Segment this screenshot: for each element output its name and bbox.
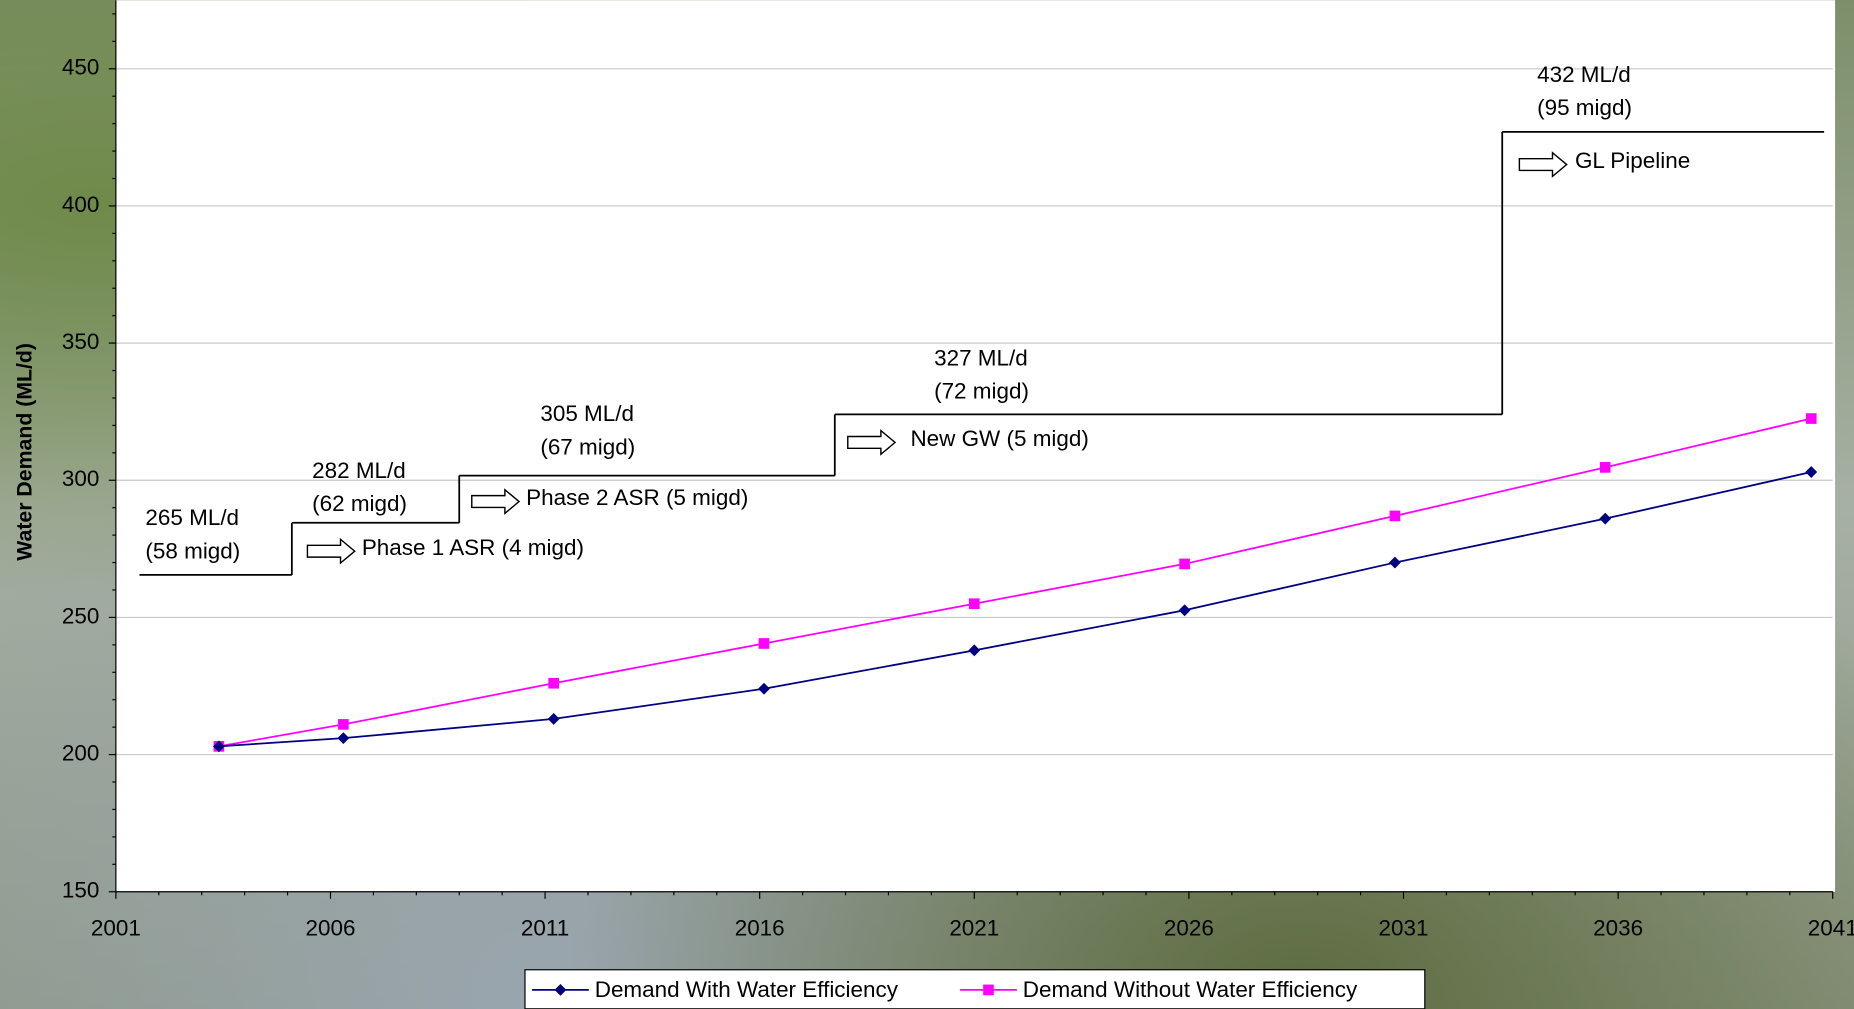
x-tick-label: 2031 (1379, 916, 1429, 941)
point (1599, 462, 1611, 473)
point (1389, 510, 1401, 522)
y-tick-label: 350 (62, 329, 99, 354)
capacity-label: 282 ML/d (312, 458, 406, 483)
plot-area (115, 0, 1836, 892)
point (758, 682, 770, 695)
point (1805, 413, 1817, 424)
capacity-label: (67 migd) (540, 434, 635, 459)
x-tick-label: 2006 (306, 916, 356, 941)
point (1805, 466, 1818, 478)
point (338, 719, 349, 730)
point (1599, 512, 1612, 525)
capacity-label: 265 ML/d (145, 505, 239, 530)
event-label: Phase 1 ASR (4 migd) (362, 535, 584, 560)
x-tick-label: 2026 (1164, 916, 1214, 941)
x-tick-label: 2001 (91, 916, 141, 941)
x-tick-label: 2016 (735, 916, 785, 941)
capacity-label: (72 migd) (934, 379, 1029, 404)
y-tick-label: 450 (62, 55, 99, 80)
capacity-label: (62 migd) (312, 491, 407, 516)
x-tick-label: 2011 (521, 916, 569, 941)
y-axis-label: Water Demand (ML/d) (13, 343, 37, 561)
point (968, 598, 980, 610)
event-label: Phase 2 ASR (5 migd) (526, 485, 748, 510)
event-arrow (847, 429, 897, 456)
point (1178, 604, 1191, 617)
legend-marker (983, 984, 994, 996)
point (758, 638, 770, 649)
event-label: New GW (5 migd) (910, 426, 1088, 451)
event-arrow (471, 488, 521, 515)
legend-label: Demand Without Water Efficiency (1023, 977, 1358, 1002)
capacity-label: 327 ML/d (934, 346, 1028, 371)
y-tick-label: 300 (62, 466, 99, 491)
point (547, 713, 560, 725)
point (212, 740, 225, 753)
point (548, 677, 559, 689)
x-tick-label: 2021 (949, 916, 999, 941)
x-tick-label: 2036 (1593, 916, 1643, 941)
legend-label: Demand With Water Efficiency (595, 977, 899, 1002)
point (337, 732, 350, 745)
event-label: GL Pipeline (1575, 148, 1690, 173)
point (968, 644, 981, 657)
capacity-label: (58 migd) (145, 538, 240, 563)
y-tick-label: 250 (62, 603, 99, 628)
point (1179, 558, 1190, 570)
capacity-label: (95 migd) (1537, 95, 1632, 120)
event-arrow (1518, 151, 1568, 178)
capacity-label: 305 ML/d (540, 401, 634, 426)
event-arrow (306, 537, 356, 565)
x-tick-label: 2041 (1808, 916, 1854, 941)
capacity-label: 432 ML/d (1537, 62, 1631, 87)
y-tick-label: 150 (62, 878, 99, 903)
y-tick-label: 200 (62, 741, 99, 766)
y-tick-label: 400 (62, 192, 99, 217)
